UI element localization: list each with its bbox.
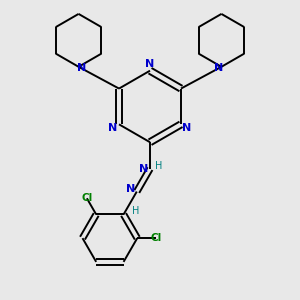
Text: N: N [146, 59, 154, 69]
Text: Cl: Cl [150, 233, 161, 243]
Text: Cl: Cl [81, 193, 92, 203]
Text: N: N [126, 184, 135, 194]
Text: N: N [109, 123, 118, 133]
Text: H: H [155, 161, 162, 171]
Text: N: N [77, 63, 86, 73]
Text: N: N [139, 164, 148, 174]
Text: N: N [182, 123, 191, 133]
Text: H: H [132, 206, 139, 216]
Text: N: N [214, 63, 223, 73]
